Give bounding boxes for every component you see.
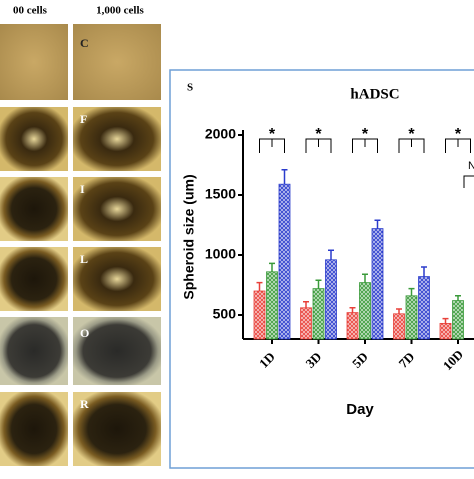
error-bar [442, 317, 449, 324]
bar [439, 322, 452, 340]
micrograph [73, 177, 161, 241]
significance-label: * [315, 126, 322, 143]
error-bar [349, 307, 356, 313]
bar [359, 282, 371, 340]
significance-label: * [408, 126, 415, 143]
micrograph [73, 107, 161, 171]
y-axis-title: Spheroid size (um) [181, 174, 197, 299]
significance-label: * [269, 126, 276, 143]
micrograph [73, 392, 161, 466]
x-axis-title: Day [346, 401, 374, 418]
bar [393, 313, 405, 340]
column-header: 1,000 cells [96, 5, 144, 17]
error-bar [408, 287, 415, 296]
bar [418, 276, 430, 340]
panel-label: S [187, 82, 193, 94]
bar [278, 183, 291, 340]
bar [312, 288, 325, 340]
error-bar [256, 281, 263, 291]
error-bar [455, 295, 461, 301]
error-bar [362, 273, 368, 283]
bar [346, 312, 359, 340]
error-bar [374, 219, 381, 229]
significance-label: * [455, 126, 462, 143]
error-bar [396, 308, 402, 314]
error-bar [269, 262, 275, 272]
significance-bracket [445, 138, 471, 153]
micrograph [0, 24, 68, 100]
error-bar [315, 279, 322, 289]
bar [452, 300, 464, 340]
micrograph [0, 247, 68, 311]
significance-bracket [352, 138, 378, 153]
micrograph [73, 247, 161, 311]
y-tick-label: 1500 [205, 186, 236, 202]
significance-bracket [463, 175, 474, 188]
error-bar [281, 169, 288, 185]
bar [325, 259, 337, 340]
y-tick-label: 2000 [205, 126, 236, 142]
column-header: 00 cells [13, 5, 48, 17]
bar [405, 295, 418, 340]
bar [371, 228, 384, 340]
bar [266, 271, 278, 340]
chart-title: hADSC [350, 86, 399, 102]
significance-bracket [259, 138, 285, 153]
micrograph [73, 317, 161, 385]
micrograph [0, 317, 68, 385]
micrograph [0, 107, 68, 171]
panel-label: I [80, 182, 85, 196]
bar [300, 307, 312, 340]
micrograph [0, 392, 68, 466]
panel-label: R [80, 397, 89, 411]
micrographs [0, 24, 161, 466]
y-tick-label: 500 [213, 306, 237, 322]
error-bar [421, 266, 427, 277]
panel-label: L [80, 252, 88, 266]
error-bar [328, 249, 334, 260]
panel-label: F [80, 112, 87, 126]
significance-label: N [468, 160, 474, 172]
significance-bracket [305, 138, 332, 153]
error-bar [303, 301, 309, 308]
significance-label: * [362, 126, 369, 143]
panel-label: O [80, 326, 89, 340]
panel-label: C [80, 36, 89, 50]
y-tick-label: 1000 [205, 246, 236, 262]
micrograph [0, 177, 68, 241]
significance-bracket [398, 138, 425, 153]
micrograph [73, 24, 161, 100]
bar [253, 290, 266, 340]
